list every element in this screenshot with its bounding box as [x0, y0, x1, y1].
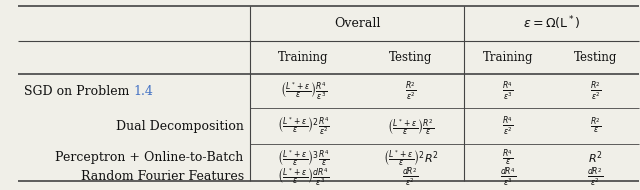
Text: $\frac{dR^2}{\varepsilon^2}$: $\frac{dR^2}{\varepsilon^2}$ — [403, 166, 419, 188]
Text: $\frac{dR^2}{\varepsilon^2}$: $\frac{dR^2}{\varepsilon^2}$ — [588, 166, 604, 188]
Text: $\left(\frac{L^*+\varepsilon}{\varepsilon}\right)\frac{R^4}{\varepsilon^3}$: $\left(\frac{L^*+\varepsilon}{\varepsilo… — [280, 80, 327, 102]
Text: $\left(\frac{L^*+\varepsilon}{\varepsilon}\right)^3\frac{R^4}{\varepsilon}$: $\left(\frac{L^*+\varepsilon}{\varepsilo… — [277, 148, 330, 167]
Text: Random Fourier Features: Random Fourier Features — [81, 170, 244, 184]
Text: $\left(\frac{L^*+\varepsilon}{\varepsilon}\right)^2 R^2$: $\left(\frac{L^*+\varepsilon}{\varepsilo… — [383, 148, 438, 167]
Text: Testing: Testing — [389, 51, 432, 64]
Text: Training: Training — [278, 51, 329, 64]
Text: $\frac{R^4}{\varepsilon}$: $\frac{R^4}{\varepsilon}$ — [502, 148, 514, 167]
Text: SGD on Problem: SGD on Problem — [24, 85, 133, 98]
Text: $\frac{R^4}{\varepsilon^3}$: $\frac{R^4}{\varepsilon^3}$ — [502, 80, 514, 102]
Text: $\left(\frac{L^*+\varepsilon}{\varepsilon}\right)\frac{R^2}{\varepsilon}$: $\left(\frac{L^*+\varepsilon}{\varepsilo… — [387, 116, 435, 135]
Text: $\varepsilon = \Omega(\mathrm{L}^*)$: $\varepsilon = \Omega(\mathrm{L}^*)$ — [523, 15, 580, 32]
Text: Testing: Testing — [574, 51, 617, 64]
Text: 1.4: 1.4 — [133, 85, 153, 98]
Text: Perceptron + Online-to-Batch: Perceptron + Online-to-Batch — [56, 151, 244, 164]
Text: $\frac{R^2}{\varepsilon}$: $\frac{R^2}{\varepsilon}$ — [589, 117, 602, 135]
Text: Overall: Overall — [334, 17, 380, 30]
Text: $\left(\frac{L^*+\varepsilon}{\varepsilon}\right)^2\frac{R^4}{\varepsilon^2}$: $\left(\frac{L^*+\varepsilon}{\varepsilo… — [277, 115, 330, 137]
Text: $R^2$: $R^2$ — [588, 149, 603, 166]
Text: $\frac{dR^4}{\varepsilon^3}$: $\frac{dR^4}{\varepsilon^3}$ — [500, 166, 516, 188]
Text: Dual Decomposition: Dual Decomposition — [116, 120, 244, 132]
Text: $\frac{R^4}{\varepsilon^2}$: $\frac{R^4}{\varepsilon^2}$ — [502, 115, 514, 137]
Text: $\left(\frac{L^*+\varepsilon}{\varepsilon}\right)\frac{dR^4}{\varepsilon^3}$: $\left(\frac{L^*+\varepsilon}{\varepsilo… — [277, 166, 330, 188]
Text: $\frac{R^2}{\varepsilon^2}$: $\frac{R^2}{\varepsilon^2}$ — [589, 80, 602, 102]
Text: $\frac{R^2}{\varepsilon^2}$: $\frac{R^2}{\varepsilon^2}$ — [405, 80, 417, 102]
Text: Training: Training — [483, 51, 533, 64]
